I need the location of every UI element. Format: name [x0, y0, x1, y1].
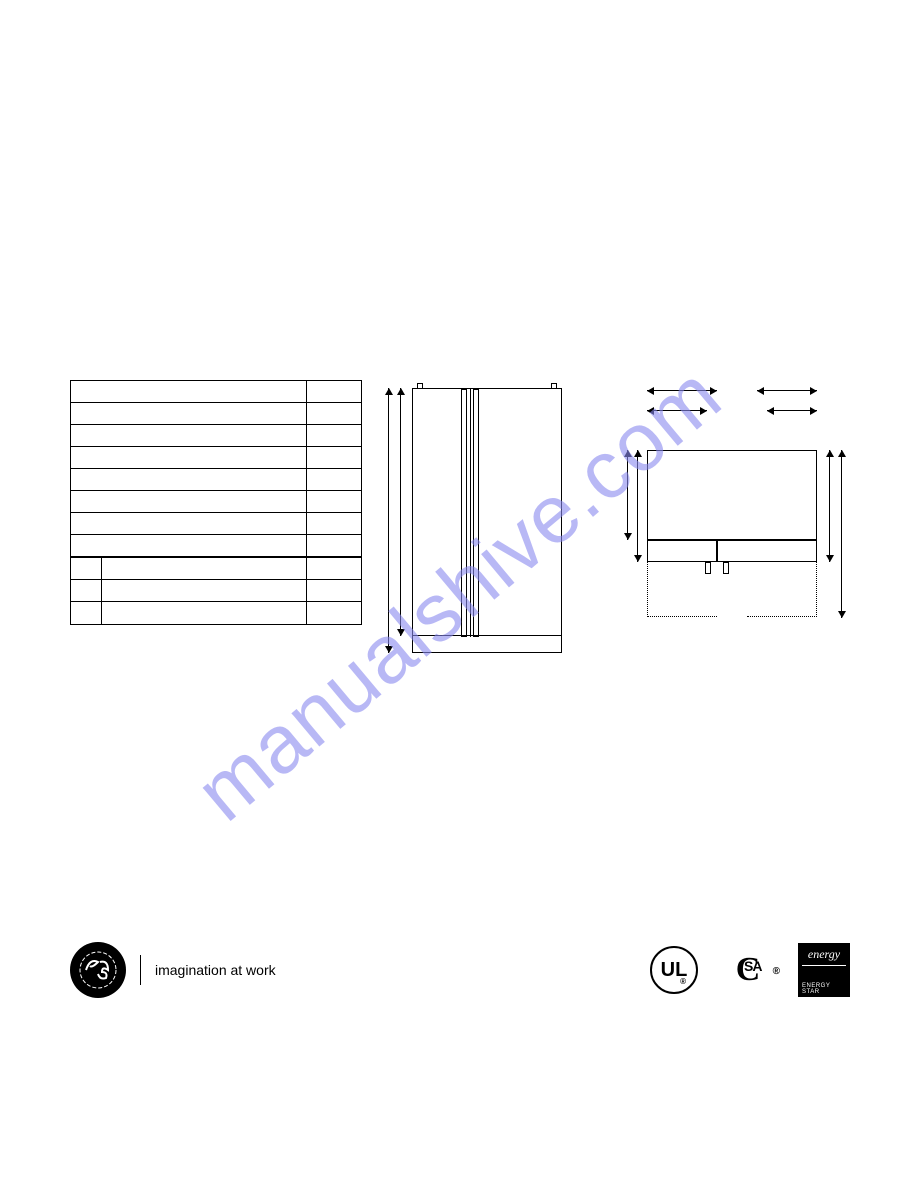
ge-logo-icon [70, 942, 126, 998]
refrigerator-top-body [647, 450, 817, 540]
ul-logo-icon: UL ® [650, 946, 698, 994]
table-row [71, 469, 362, 491]
table-row [71, 381, 362, 403]
door-swing-arc [647, 562, 717, 617]
csa-logo-icon: C SA ® [724, 946, 772, 994]
table-row [71, 535, 362, 557]
energy-star-logo-icon: energy ENERGY STAR [798, 943, 850, 997]
door-swing-arc [747, 562, 817, 617]
dimension-arrow-icon [388, 388, 389, 653]
table-row [71, 447, 362, 469]
table-row [71, 403, 362, 425]
table-row [71, 513, 362, 535]
refrigerator-top-diagram [607, 380, 850, 670]
dimension-arrow-icon [647, 410, 707, 411]
refrigerator-front-diagram [382, 380, 586, 670]
diagram-row [70, 380, 850, 670]
refrigerator-doors-top [647, 540, 817, 562]
dimension-arrow-icon [400, 388, 401, 636]
ge-tagline: imagination at work [140, 955, 276, 985]
dimension-arrow-icon [757, 390, 817, 391]
table-row [71, 425, 362, 447]
certification-logos: UL ® C SA ® energy ENERGY STAR [650, 943, 850, 997]
specifications-table [70, 380, 362, 625]
ge-brand-block: imagination at work [70, 942, 276, 998]
page-footer: imagination at work UL ® C SA ® energy E… [70, 942, 850, 998]
dimension-arrow-icon [767, 410, 817, 411]
refrigerator-outline [412, 388, 562, 653]
dimension-arrow-icon [647, 390, 717, 391]
dimension-arrow-icon [637, 450, 638, 562]
dimension-arrow-icon [627, 450, 628, 540]
dimension-arrow-icon [841, 450, 842, 618]
dimension-arrow-icon [829, 450, 830, 562]
table-row [71, 557, 362, 625]
table-row [71, 491, 362, 513]
